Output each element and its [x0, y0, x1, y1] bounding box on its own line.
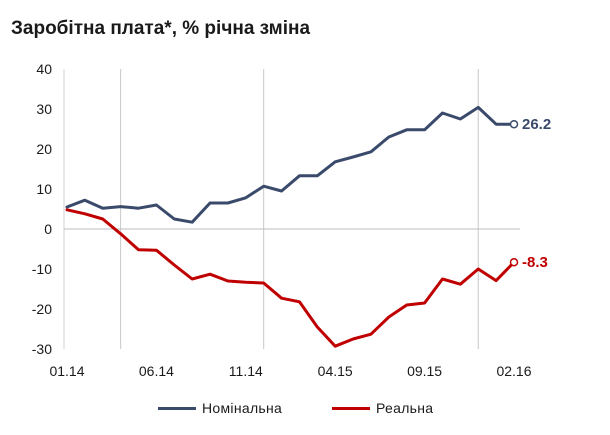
y-tick-label: 10	[36, 181, 52, 197]
y-tick-label: -10	[32, 261, 52, 277]
x-tick-label: 01.14	[49, 363, 84, 379]
line-chart: 40 30 20 10 0 -10 -20 -30 01.14 06.14 11.14 04.15 09…	[32, 61, 551, 379]
end-value-label: -8.3	[522, 254, 548, 271]
y-tick-label: 30	[36, 101, 52, 117]
legend-item-nominal: Номінальна	[158, 400, 282, 416]
legend-label-nominal: Номінальна	[202, 400, 283, 416]
chart-title: Заробітна плата*, % річна зміна	[11, 18, 311, 39]
x-tick-label: 11.14	[229, 363, 263, 379]
legend-item-real: Реальна	[332, 400, 433, 416]
end-marker-1	[509, 257, 519, 267]
legend-swatch-real	[332, 406, 370, 410]
axis-layer: 40 30 20 10 0 -10 -20 -30 01.14 06.14 11.14 04.15 09…	[32, 61, 532, 379]
series-layer	[65, 105, 516, 348]
x-tick-label: 02.16	[496, 363, 531, 379]
y-tick-label: -20	[32, 301, 52, 317]
y-tick-label: 0	[44, 221, 52, 237]
legend: Номінальна Реальна	[0, 400, 610, 424]
y-tick-label: 20	[36, 141, 52, 157]
x-tick-label: 06.14	[139, 363, 174, 379]
series-line-1	[65, 208, 516, 348]
legend-swatch-nominal	[158, 406, 196, 410]
x-tick-label: 09.15	[407, 363, 442, 379]
end-value-label: 26.2	[522, 116, 551, 133]
end-marker-0	[509, 119, 519, 129]
x-tick-label: 04.15	[318, 363, 353, 379]
grid-layer	[120, 69, 479, 349]
y-tick-label: -30	[32, 341, 52, 357]
y-tick-label: 40	[36, 61, 52, 77]
series-line-0	[65, 105, 516, 224]
label-layer: 26.2 -8.3	[509, 116, 551, 271]
legend-label-real: Реальна	[376, 400, 434, 416]
